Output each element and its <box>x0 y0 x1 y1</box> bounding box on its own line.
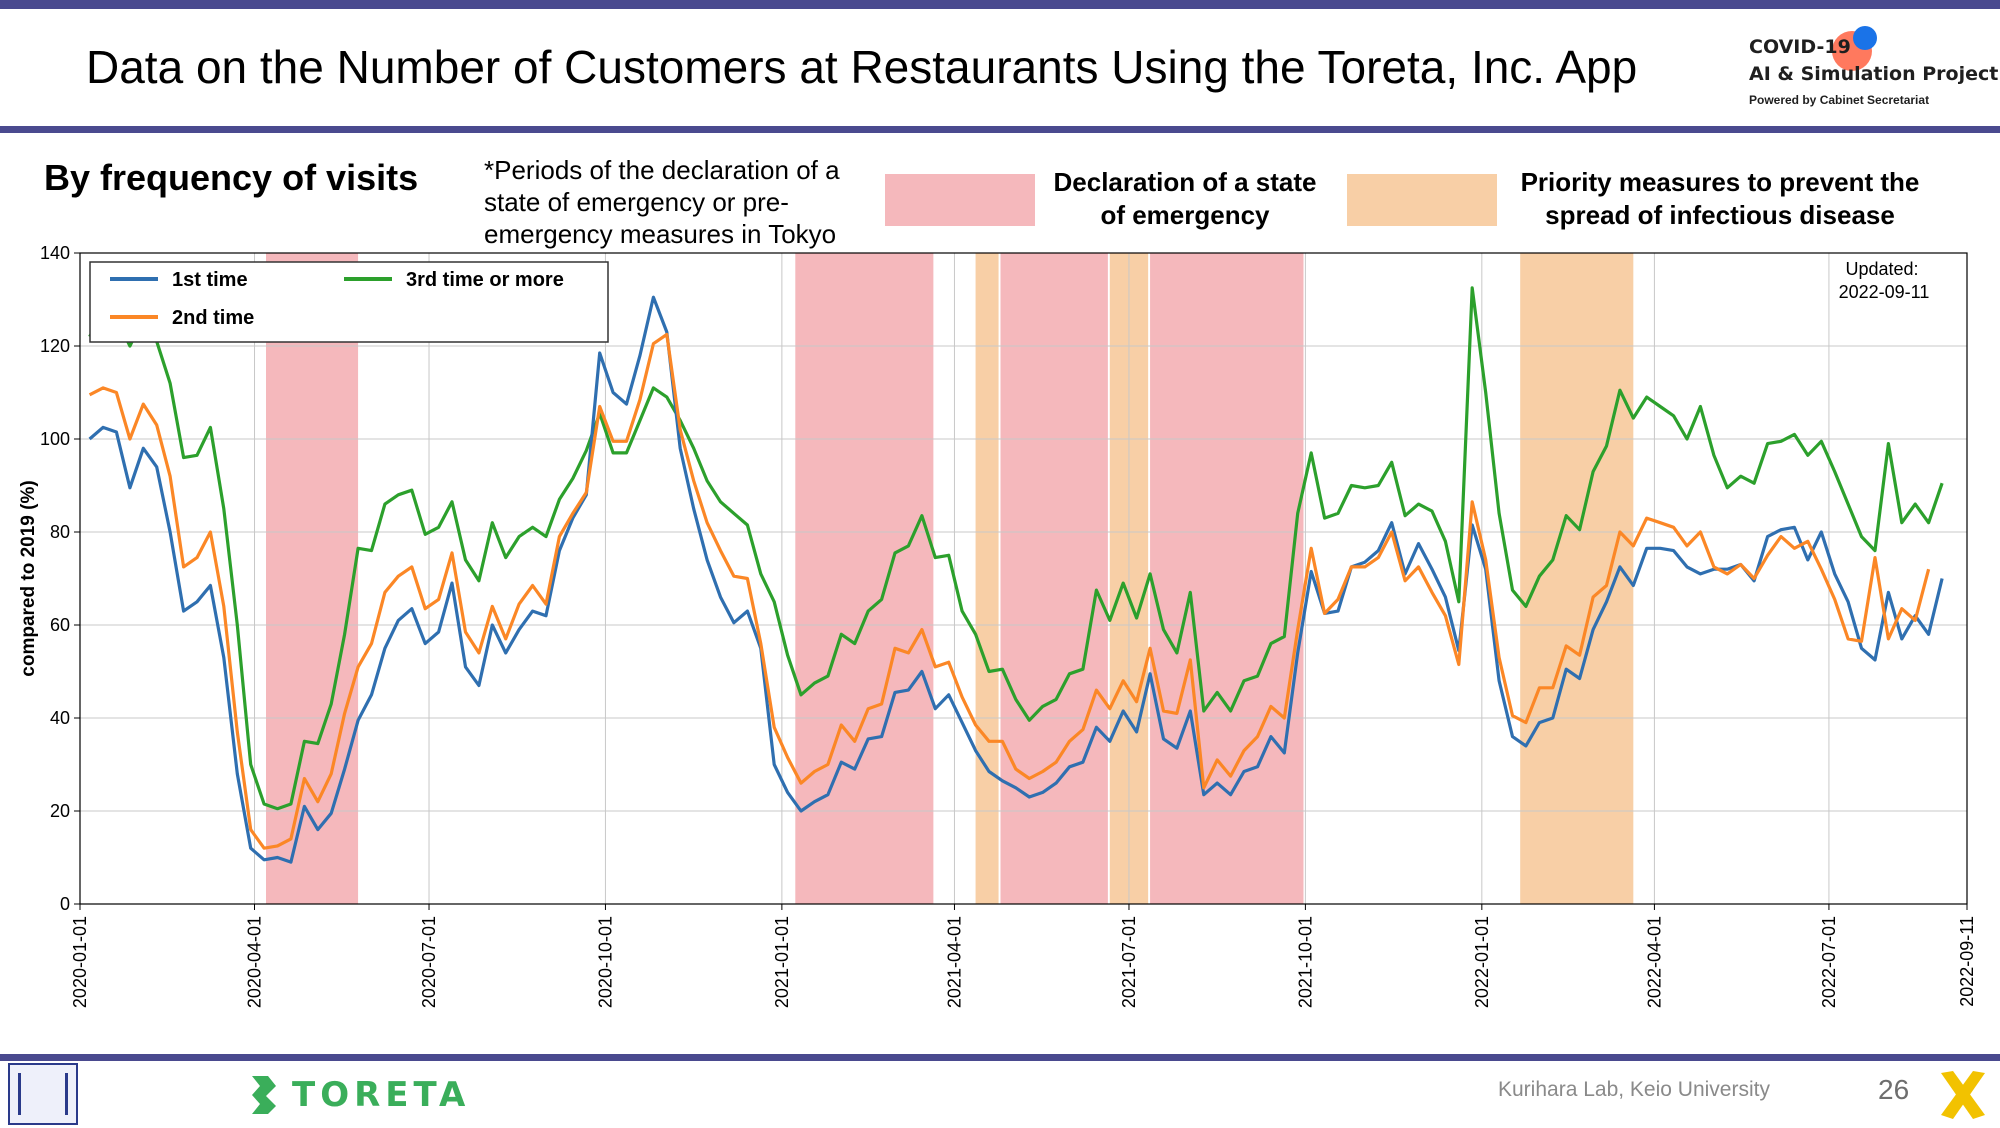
y-tick-label: 40 <box>50 708 70 728</box>
chart-legend: 1st time 2nd time 3rd time or more <box>89 261 609 343</box>
y-tick-label: 0 <box>60 894 70 914</box>
shaded-period-emergency <box>795 253 934 904</box>
shaded-period-emergency <box>1000 253 1108 904</box>
shaded-period-emergency <box>1150 253 1304 904</box>
section-subtitle: By frequency of visits <box>44 157 419 198</box>
plot-frame <box>79 252 1968 905</box>
y-tick-label: 100 <box>40 429 70 449</box>
lab-credit: Kurihara Lab, Keio University <box>1498 1078 1770 1101</box>
page-title: Data on the Number of Customers at Resta… <box>86 41 1638 93</box>
x-tick-label: 2021-01-01 <box>772 916 792 1008</box>
shaded-period-priority <box>975 253 999 904</box>
logo-blue-dot-icon <box>1853 26 1877 50</box>
y-axis-label: compared to 2019 (%) <box>18 480 39 676</box>
updated-label: Updated: <box>1845 259 1918 279</box>
x-tick-label: 2020-10-01 <box>595 916 615 1008</box>
keio-lab-logo-icon <box>8 1063 78 1125</box>
shading-note: *Periods of the declaration of a state o… <box>484 155 840 249</box>
page-number: 26 <box>1878 1074 1910 1105</box>
priority-legend-swatch <box>1347 174 1497 226</box>
toreta-logo: TORETA <box>248 1070 470 1120</box>
logo-line-2: AI & Simulation Project <box>1749 63 1999 85</box>
x-tick-label: 2022-04-01 <box>1644 916 1664 1008</box>
y-tick-label: 80 <box>50 522 70 542</box>
legend-box <box>89 261 609 343</box>
x-tick-label: 2022-09-11 <box>1957 916 1977 1007</box>
x-tick-label: 2020-01-01 <box>70 916 90 1008</box>
legend-label-3: 3rd time or more <box>406 269 564 291</box>
x-tick-label: 2021-10-01 <box>1295 916 1315 1008</box>
shaded-period-emergency <box>266 253 359 904</box>
x-tick-label: 2022-01-01 <box>1472 916 1492 1008</box>
toreta-mark-icon <box>248 1074 278 1116</box>
x-tick-label: 2022-07-01 <box>1819 916 1839 1008</box>
y-tick-label: 140 <box>40 243 70 263</box>
emergency-legend-label: Declaration of a state of emergency <box>1053 167 1317 230</box>
y-tick-label: 120 <box>40 336 70 356</box>
x-tick-label: 2020-07-01 <box>419 916 439 1008</box>
series-line-3 <box>88 286 1944 811</box>
x-tick-label: 2020-04-01 <box>245 916 265 1008</box>
logo-line-3: Powered by Cabinet Secretariat <box>1749 93 1930 107</box>
legend-label-2: 2nd time <box>172 307 254 329</box>
updated-date: 2022-09-11 <box>1839 282 1930 302</box>
logo-line-1: COVID-19 <box>1749 36 1851 58</box>
y-tick-label: 20 <box>50 801 70 821</box>
legend-label-1: 1st time <box>172 269 248 291</box>
priority-legend-label: Priority measures to prevent the spread … <box>1520 167 1920 230</box>
line-chart: 0 20 40 60 80 100 120 140 2020-01-01 2020-04-01 20… <box>18 243 1977 1008</box>
covid-ai-simulation-logo: COVID-19 AI & Simulation Project Powered… <box>1745 24 1998 114</box>
emergency-legend-swatch <box>885 174 1035 226</box>
footer-divider-bar <box>0 1054 2000 1061</box>
x-logo-icon <box>1935 1067 1991 1123</box>
top-frame-bar <box>0 0 2000 9</box>
x-tick-label: 2021-07-01 <box>1119 916 1139 1008</box>
y-tick-label: 60 <box>50 615 70 635</box>
x-tick-label: 2021-04-01 <box>944 916 964 1008</box>
toreta-wordmark: TORETA <box>292 1075 471 1115</box>
series-line-2 <box>88 332 1931 850</box>
series-line-1 <box>88 295 1944 864</box>
header-divider-bar <box>0 126 2000 133</box>
